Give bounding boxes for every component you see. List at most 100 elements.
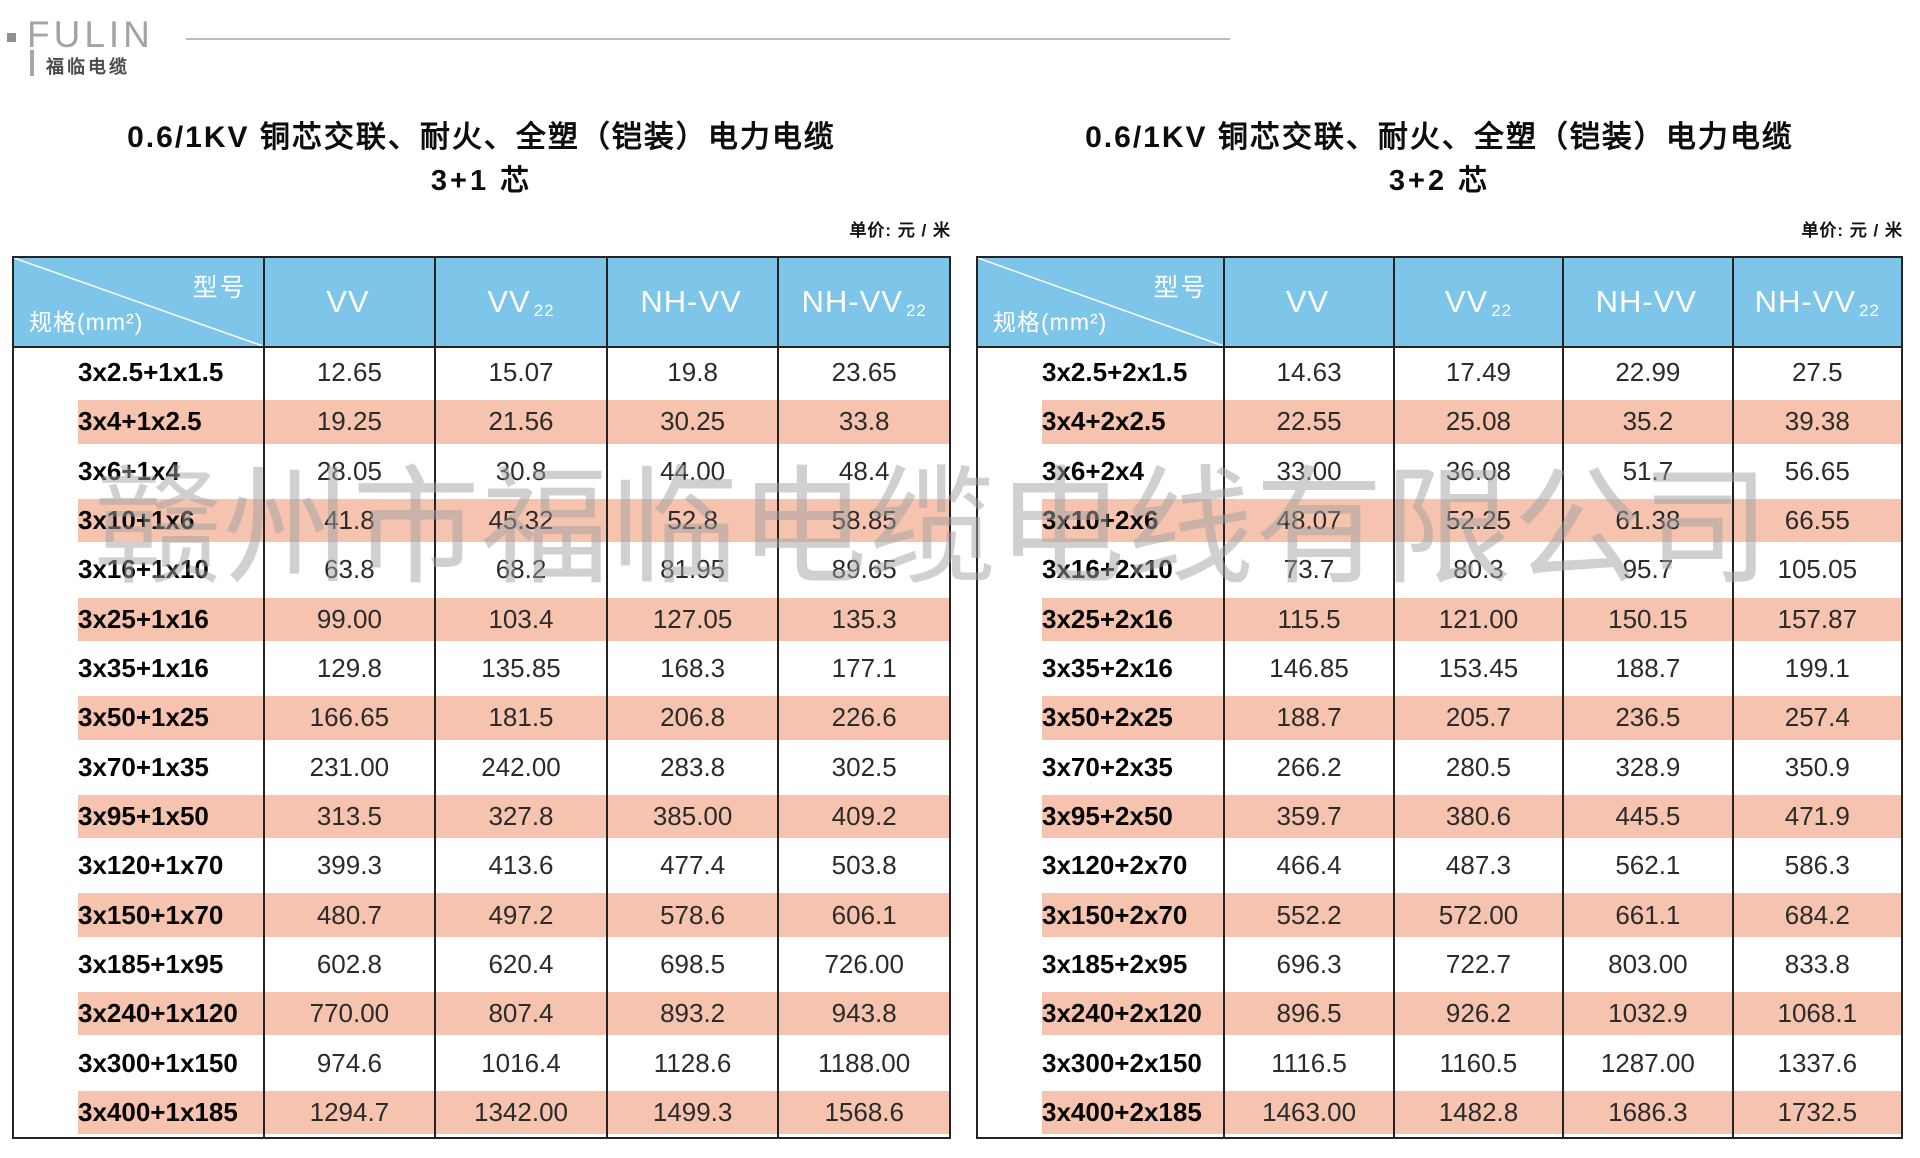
price-cell: 1188.00: [818, 1047, 911, 1078]
price-cell: 63.8: [265, 545, 437, 595]
price-cell: 30.25: [607, 397, 780, 447]
price-cell: 833.8: [1784, 948, 1850, 979]
table-row: 3x150+2x70 552.2 572.00 661.1 684.2: [978, 890, 1901, 940]
column-header-label: NH-VV: [801, 284, 903, 319]
price-cell: 52.8: [607, 495, 780, 546]
price-cell: 231.00: [265, 742, 437, 792]
table-header-row: 型号 规格(mm²) VV VV 22 NH-VV NH-VV 22: [978, 258, 1901, 348]
price-cell: 66.55: [1733, 496, 1901, 545]
table-row: 3x95+1x50 313.5 327.8 385.00 409.2: [14, 791, 950, 842]
price-cell: 602.8: [265, 939, 437, 990]
column-header-subscript: 22: [533, 301, 555, 320]
price-cell: 73.7: [1225, 545, 1395, 595]
table-row: 3x95+2x50 359.7 380.6 445.5 471.9: [978, 791, 1901, 842]
price-cell: 1463.00: [1225, 1087, 1395, 1137]
price-cell: 58.85: [779, 496, 950, 545]
price-cell: 105.05: [1777, 554, 1858, 585]
spec-cell: 3x400+1x185: [14, 1087, 265, 1137]
table-row: 3x35+2x16 146.85 153.45 188.7 199.1: [978, 643, 1901, 694]
column-header-label: VV: [1285, 284, 1330, 319]
price-cell: 480.7: [264, 890, 437, 940]
column-header-subscript: 22: [1859, 301, 1880, 320]
table-row: 3x35+1x16 129.8 135.85 168.3 177.1: [14, 643, 949, 694]
price-cell: 242.00: [436, 742, 608, 792]
left-unit-label: 单价: 元 / 米: [849, 221, 951, 240]
price-cell: 586.3: [1784, 850, 1850, 881]
price-cell: 722.7: [1395, 939, 1565, 990]
price-cell: 23.65: [831, 357, 897, 388]
corner-label-model: 型号: [1153, 274, 1208, 302]
table-row: 3x185+2x95 696.3 722.7 803.00 833.8: [978, 939, 1901, 990]
table-row: 3x16+1x10 63.8 68.2 81.95 89.65: [14, 545, 949, 595]
table-row: 3x50+2x25 188.7 205.7 236.5 257.4: [978, 693, 1901, 743]
column-header-vv: VV: [1225, 258, 1395, 346]
price-cell: 1068.1: [1733, 989, 1901, 1038]
price-cell: 56.65: [1784, 455, 1850, 486]
column-header-vv22: VV 22: [1395, 258, 1565, 346]
spec-cell: 3x240+2x120: [978, 989, 1226, 1039]
price-cell: 350.9: [1784, 751, 1850, 782]
column-header-label: VV: [487, 284, 531, 319]
table-row: 3x16+2x10 73.7 80.3 95.7 105.05: [978, 545, 1901, 595]
table-row: 3x400+1x185 1294.7 1342.00 1499.3 1568.6: [14, 1087, 950, 1137]
column-header-subscript: 22: [1491, 301, 1513, 320]
price-cell: 135.3: [779, 595, 950, 644]
price-cell: 28.05: [265, 446, 437, 496]
price-cell: 896.5: [1225, 989, 1395, 1039]
price-cell: 80.3: [1395, 545, 1565, 595]
column-header-nhvv: NH-VV: [608, 258, 780, 346]
price-cell: 135.85: [436, 643, 608, 694]
price-cell: 36.08: [1395, 446, 1565, 496]
price-cell: 726.00: [824, 948, 904, 979]
price-cell: 99.00: [264, 594, 437, 644]
price-cell: 943.8: [779, 989, 950, 1038]
brand-logo-chinese: 福临电缆: [46, 57, 130, 77]
spec-cell: 3x95+2x50: [978, 791, 1226, 842]
price-cell: 696.3: [1225, 939, 1395, 990]
price-cell: 14.63: [1225, 348, 1395, 398]
right-unit-label: 单价: 元 / 米: [1801, 221, 1903, 240]
column-header-label: VV: [1444, 284, 1489, 319]
table-row: 3x70+1x35 231.00 242.00 283.8 302.5: [14, 742, 949, 792]
spec-cell: 3x4+1x2.5: [14, 397, 265, 447]
spec-cell: 3x150+1x70: [14, 890, 265, 940]
price-cell: 1128.6: [608, 1038, 780, 1088]
price-cell: 257.4: [1733, 693, 1901, 742]
price-cell: 466.4: [1225, 841, 1395, 891]
left-table-title: 0.6/1KV 铜芯交联、耐火、全塑（铠装）电力电缆: [127, 121, 836, 154]
price-cell: 471.9: [1733, 792, 1901, 841]
diagonal-line: [14, 258, 263, 346]
price-cell: 327.8: [436, 791, 608, 842]
price-cell: 380.6: [1394, 791, 1565, 842]
price-cell: 95.7: [1564, 545, 1734, 595]
price-cell: 35.2: [1564, 397, 1734, 447]
table-row: 3x185+1x95 602.8 620.4 698.5 726.00: [14, 939, 949, 990]
price-cell: 166.65: [264, 693, 437, 743]
price-cell: 22.99: [1564, 348, 1734, 398]
price-cell: 68.2: [436, 545, 608, 595]
spec-cell: 3x400+2x185: [978, 1087, 1226, 1137]
header-divider-line: [186, 38, 1230, 40]
price-cell: 487.3: [1395, 841, 1565, 891]
spec-cell: 3x10+2x6: [978, 495, 1226, 546]
price-cell: 17.49: [1395, 348, 1565, 398]
price-cell: 572.00: [1394, 890, 1565, 940]
price-cell: 15.07: [436, 348, 608, 398]
table-row: 3x70+2x35 266.2 280.5 328.9 350.9: [978, 742, 1901, 792]
table-row: 3x150+1x70 480.7 497.2 578.6 606.1: [14, 890, 950, 940]
column-header-label: NH-VV: [1754, 284, 1857, 319]
spec-cell: 3x70+2x35: [978, 742, 1226, 792]
price-cell: 168.3: [608, 643, 780, 694]
price-cell: 385.00: [607, 791, 780, 842]
spec-cell: 3x185+2x95: [978, 939, 1226, 990]
spec-cell: 3x300+1x150: [14, 1038, 265, 1088]
spec-cell: 3x50+1x25: [14, 693, 265, 743]
price-cell: 89.65: [831, 554, 897, 585]
price-cell: 81.95: [608, 545, 780, 595]
table-header-row: 型号 规格(mm²) VV VV 22 NH-VV NH-VV 22: [14, 258, 949, 348]
price-cell: 146.85: [1225, 643, 1395, 694]
price-cell: 974.6: [265, 1038, 437, 1088]
column-header-vv22: VV 22: [436, 258, 608, 346]
spec-cell: 3x16+1x10: [14, 545, 265, 595]
column-header-label: NH-VV: [1595, 284, 1698, 319]
